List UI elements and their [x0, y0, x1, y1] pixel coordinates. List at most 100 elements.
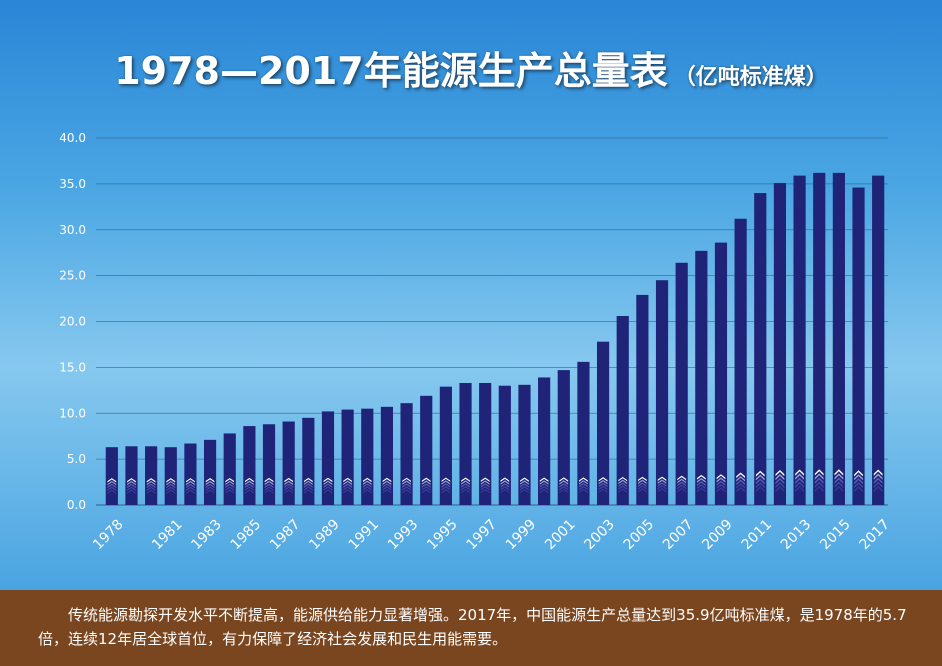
chevron-mark	[264, 489, 274, 494]
chevron-mark	[696, 481, 706, 486]
x-tick-label: 2007	[660, 517, 697, 554]
x-tick-label: 1993	[385, 517, 422, 554]
chevron-mark	[166, 480, 176, 486]
chevron-mark	[520, 477, 529, 482]
chevron-mark	[637, 476, 647, 482]
chevron-mark	[323, 480, 333, 485]
chart-title-unit: （亿吨标准煤）	[673, 65, 828, 90]
bar	[223, 433, 236, 505]
chevron-mark	[244, 480, 254, 486]
chevron-mark	[480, 483, 490, 488]
chevron-mark	[382, 486, 392, 491]
bar-group	[262, 424, 276, 505]
chevron-mark	[166, 489, 176, 494]
x-tick-label: 1983	[188, 517, 225, 554]
chart-title: 1978—2017年能源生产总量表 （亿吨标准煤）	[0, 40, 942, 95]
y-tick-label: 40.0	[59, 131, 86, 145]
chevron-mark	[795, 481, 804, 488]
chevron-mark	[736, 472, 746, 478]
chevron-mark	[618, 479, 628, 485]
bar	[773, 182, 787, 505]
bar-group	[793, 175, 806, 505]
chevron-mark	[716, 474, 726, 480]
chevron-mark	[107, 486, 117, 491]
chevron-mark	[795, 473, 804, 480]
bar	[695, 250, 708, 505]
bar-group	[596, 341, 610, 505]
chevron-mark	[480, 488, 490, 494]
x-tick-label: 2013	[778, 517, 815, 554]
chevron-mark	[637, 488, 647, 493]
chevron-mark	[421, 483, 431, 488]
bar	[852, 187, 865, 506]
chevron-mark	[657, 485, 667, 490]
chevron-mark	[461, 477, 470, 482]
chevron-mark	[539, 480, 549, 485]
chevron-mark	[343, 480, 353, 485]
chevron-mark	[814, 469, 824, 476]
chevron-mark	[520, 480, 529, 485]
chevron-mark	[618, 485, 628, 490]
bar-group	[361, 408, 374, 505]
bar	[302, 417, 315, 505]
bar	[243, 426, 256, 505]
chevron-mark	[362, 477, 372, 483]
chevron-mark	[225, 480, 235, 486]
chevron-mark	[461, 486, 470, 491]
bar-group	[754, 193, 767, 506]
chevron-mark	[343, 486, 353, 491]
y-tick-label: 0.0	[67, 498, 86, 512]
bar-group	[439, 386, 452, 505]
bar-group	[872, 175, 885, 505]
bar-group	[184, 443, 197, 505]
chevron-mark	[127, 478, 136, 483]
bar	[321, 411, 335, 505]
chevron-mark	[854, 474, 863, 481]
chevron-mark	[382, 483, 392, 488]
x-tick-label: 1991	[346, 517, 383, 554]
chevron-mark	[500, 486, 510, 491]
bar	[636, 294, 649, 505]
bar-group	[734, 218, 747, 506]
chevron-mark	[736, 479, 746, 486]
y-tick-label: 30.0	[59, 223, 86, 237]
chevron-mark	[107, 489, 117, 494]
chevron-mark	[677, 475, 687, 481]
bar	[616, 315, 629, 505]
bar-group	[498, 385, 511, 505]
chevron-mark	[579, 477, 588, 482]
chevron-mark	[441, 480, 451, 485]
chevron-mark	[814, 477, 824, 484]
bar	[754, 193, 767, 506]
chevron-mark	[461, 483, 470, 488]
chevron-mark	[127, 489, 136, 494]
chevron-mark	[146, 478, 156, 483]
chevron-mark	[186, 489, 195, 494]
chevron-mark	[402, 486, 411, 491]
chevron-mark	[127, 483, 136, 489]
chevron-mark	[402, 477, 411, 483]
x-tick-label: 1989	[306, 517, 343, 554]
bar	[832, 172, 845, 506]
bar	[420, 395, 433, 505]
chevron-mark	[166, 478, 176, 483]
chevron-mark	[500, 488, 510, 494]
bar	[872, 175, 885, 505]
bar	[518, 384, 531, 505]
bar-group	[243, 426, 256, 505]
bar	[675, 262, 688, 505]
y-tick-label: 25.0	[59, 269, 86, 283]
bar	[577, 361, 590, 505]
chevron-mark	[795, 469, 804, 476]
bar	[145, 446, 158, 505]
chevron-mark	[382, 477, 392, 483]
chevron-mark	[520, 483, 529, 488]
chevron-mark	[284, 486, 294, 491]
chevron-mark	[382, 489, 392, 494]
chevron-mark	[696, 474, 706, 480]
chevron-mark	[657, 479, 667, 484]
bar-group	[203, 439, 217, 505]
chevron-mark	[480, 480, 490, 485]
bar-group	[420, 395, 433, 505]
y-tick-label: 5.0	[67, 452, 86, 466]
